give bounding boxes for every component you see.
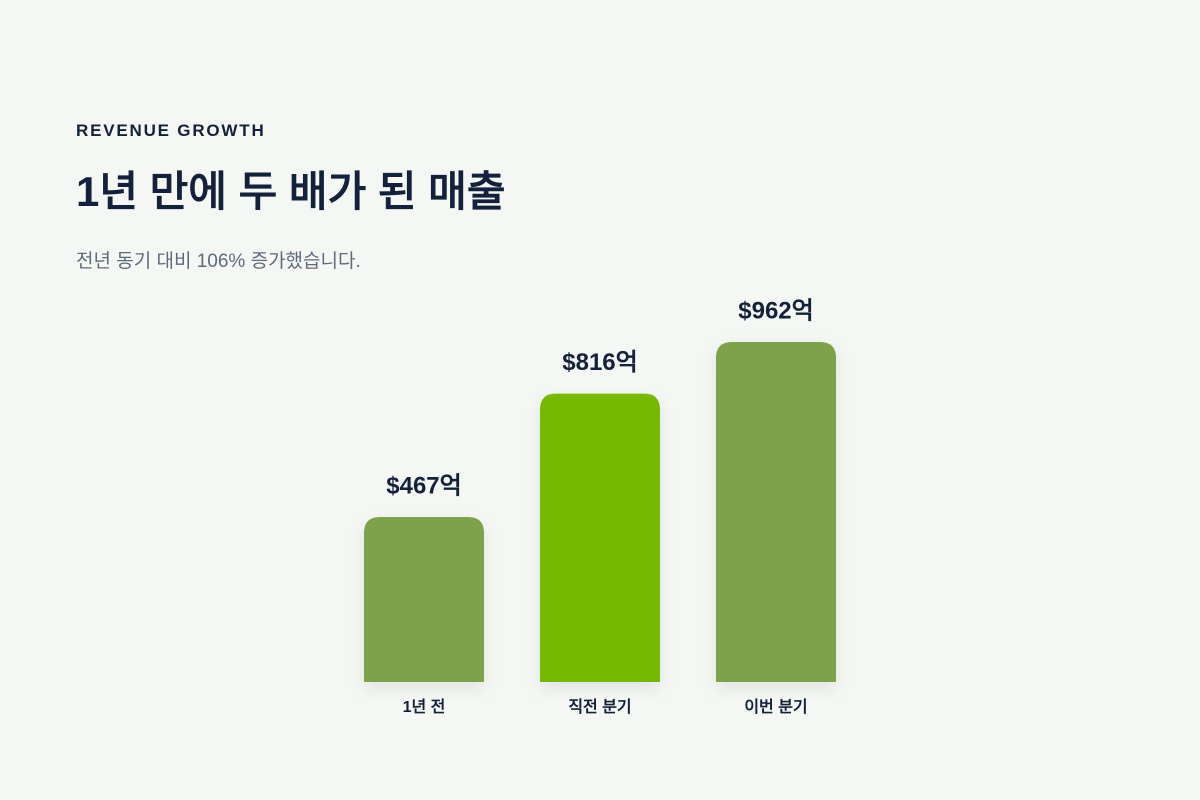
value-label: $962억 (738, 297, 813, 324)
x-tick-label: 이번 분기 (744, 698, 807, 716)
bar (716, 342, 836, 682)
value-label: $816억 (562, 349, 637, 376)
subtitle: 전년 동기 대비 106% 증가했습니다. (76, 250, 361, 272)
bar (364, 516, 484, 682)
x-tick-label: 1년 전 (403, 697, 446, 716)
bar (540, 393, 660, 682)
x-tick-label: 직전 분기 (568, 698, 631, 716)
chart-title: 1년 만에 두 배가 된 매출 (76, 168, 505, 215)
kicker: REVENUE GROWTH (76, 121, 266, 140)
value-label: $467억 (386, 472, 461, 499)
